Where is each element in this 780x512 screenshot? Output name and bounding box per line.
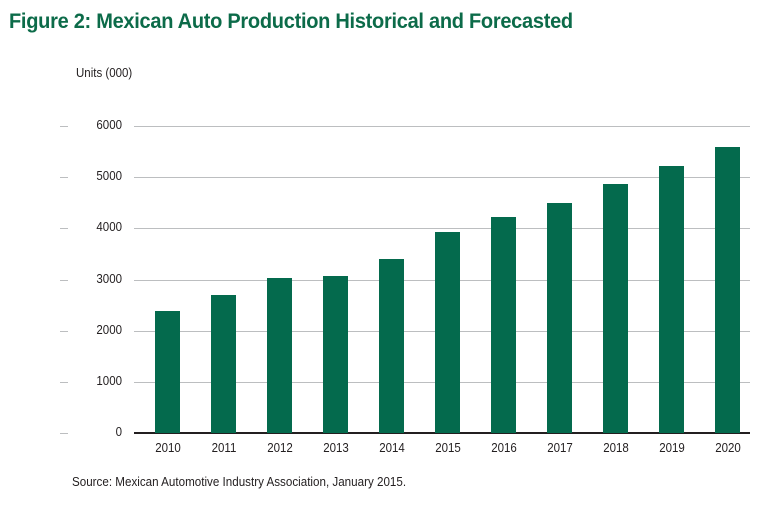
x-tick-label: 2010 [154,441,181,455]
figure-title: Figure 2: Mexican Auto Production Histor… [9,9,573,33]
y-tick-mark [60,381,68,383]
bar [379,259,404,433]
gridline [134,126,750,127]
y-tick-mark [60,330,68,332]
bar [603,183,628,433]
y-tick-label: 1000 [96,373,122,388]
y-tick-label: 5000 [96,169,122,184]
y-tick-mark [60,279,68,281]
y-tick-mark [60,177,68,179]
y-axis-tick-labels: 0 1000 2000 3000 4000 5000 6000 [60,118,122,439]
bar [715,147,740,433]
x-tick-label: 2013 [322,441,349,455]
x-tick-label: 2020 [714,441,741,455]
gridline [134,177,750,179]
y-tick-mark [60,228,68,230]
y-tick-label: 6000 [96,118,122,132]
x-tick-label: 2012 [266,441,293,455]
x-axis-baseline [134,432,750,434]
bar [659,165,684,433]
y-tick-mark [60,433,68,434]
y-tick-mark [60,126,68,127]
bar [211,294,236,433]
x-tick-label: 2016 [490,441,517,455]
x-tick-label: 2011 [211,441,236,455]
plot-area [134,126,750,434]
y-tick-label: 4000 [96,220,122,235]
x-tick-label: 2018 [602,441,629,455]
y-tick-label: 0 [115,425,122,439]
y-tick-label: 2000 [96,322,122,337]
y-tick-label: 3000 [96,271,122,286]
source-note: Source: Mexican Automotive Industry Asso… [72,475,407,489]
bar [547,202,572,433]
x-tick-label: 2017 [546,441,573,455]
bar [267,277,292,433]
bar [155,311,180,433]
gridline [134,228,750,230]
bar [323,276,348,433]
x-tick-label: 2019 [658,441,685,455]
bar [491,217,516,433]
y-axis-units-label: Units (000) [76,66,133,80]
x-tick-label: 2015 [434,441,461,455]
x-tick-label: 2014 [378,441,405,455]
bar [435,231,460,433]
